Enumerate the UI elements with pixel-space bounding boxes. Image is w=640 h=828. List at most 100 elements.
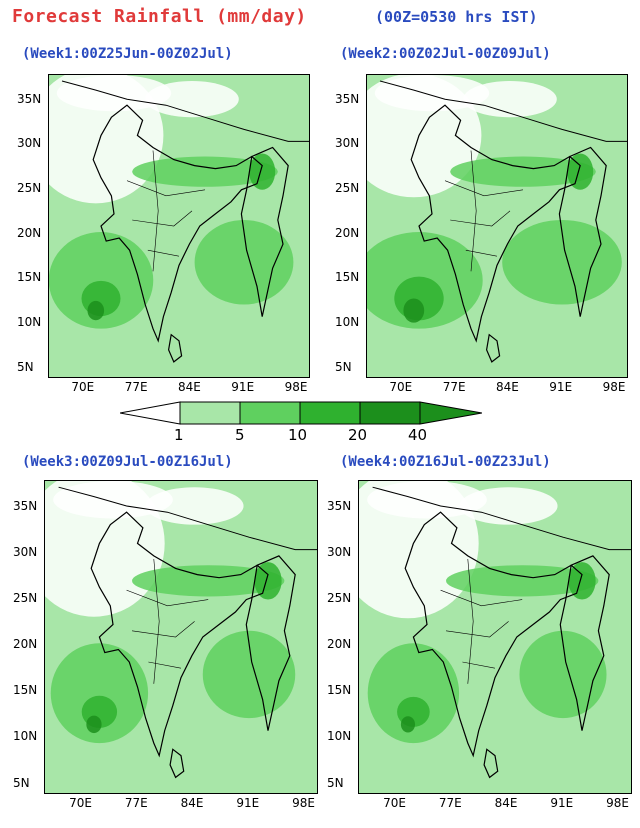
map-panel-week3: [44, 480, 318, 794]
dry-region-north: [374, 75, 490, 112]
boundary-myanmar: [559, 555, 610, 731]
rain-band-himalaya: [132, 156, 278, 187]
map-panel-week2: [366, 74, 628, 378]
colorbar-box-4: [359, 401, 421, 425]
colorbar-right-arrow: [419, 401, 483, 425]
state-boundary: [444, 180, 524, 197]
rain-band-himalaya: [132, 565, 285, 597]
colorbar-svg: [119, 401, 483, 425]
lon-tick-label: 84E: [180, 796, 204, 810]
lon-tick-label: 70E: [389, 380, 413, 394]
lat-tick-label: 10N: [17, 315, 42, 330]
lat-tick-label: 35N: [335, 91, 360, 106]
state-boundary: [153, 558, 160, 684]
rain-core-heavy: [403, 298, 425, 323]
lon-tick-label: 77E: [124, 796, 148, 810]
lat-tick-label: 10N: [327, 729, 352, 744]
lon-tick-label: 98E: [606, 796, 629, 810]
lat-tick-label: 20N: [335, 225, 360, 240]
colorbar-label-5: 5: [235, 426, 245, 444]
boundary-myanmar: [240, 146, 289, 317]
state-boundary: [132, 210, 193, 227]
state-boundary: [470, 150, 477, 272]
lat-tick-label: 30N: [327, 544, 352, 559]
lat-tick-label: 25N: [17, 181, 42, 196]
lat-tick-label: 35N: [327, 498, 352, 513]
rain-band-bay-of-bengal: [202, 630, 296, 719]
lon-tick-label: 84E: [496, 380, 519, 394]
boundary-north: [372, 486, 631, 551]
lon-tick-label: 84E: [178, 380, 201, 394]
boundary-sri-lanka: [483, 748, 499, 779]
boundary-india: [404, 511, 583, 758]
lat-tick-label: 10N: [335, 315, 360, 330]
map-week3: [45, 481, 317, 793]
colorbar-box-3: [299, 401, 361, 425]
boundary-north: [58, 486, 317, 551]
rain-band-bay-of-bengal: [194, 219, 294, 305]
rain-band-himalaya: [450, 156, 596, 187]
colorbar-label-1: 1: [174, 426, 184, 444]
rain-core-heavy: [400, 716, 416, 733]
lon-tick-label: 70E: [71, 380, 95, 394]
lat-tick-label: 10N: [13, 729, 38, 744]
panel-title-week3: (Week3:00Z09Jul-00Z16Jul): [22, 454, 233, 470]
state-boundary: [467, 558, 474, 684]
lon-tick-label: 91E: [236, 796, 260, 810]
lon-tick-label: 91E: [231, 380, 255, 394]
state-boundary: [131, 621, 195, 638]
state-boundary: [148, 661, 182, 669]
dry-region-north: [56, 75, 172, 112]
rain-core-northeast: [249, 153, 276, 190]
rain-core-heavy: [87, 300, 105, 321]
rain-band-bay-of-bengal: [502, 219, 622, 305]
lon-tick-label: 98E: [602, 380, 626, 394]
state-boundary: [450, 210, 511, 227]
boundary-north: [379, 80, 627, 142]
state-boundary: [465, 249, 498, 257]
rain-band-arabian-sea: [367, 643, 460, 744]
lat-tick-label: 20N: [17, 225, 42, 240]
colorbar-left-arrow: [119, 401, 181, 425]
panel-title-week1: (Week1:00Z25Jun-00Z02Jul): [22, 46, 233, 62]
panel-title-week4: (Week4:00Z16Jul-00Z23Jul): [340, 454, 551, 470]
rain-core-heavy: [86, 715, 102, 734]
panel-title-week2: (Week2:00Z02Jul-00Z09Jul): [340, 46, 551, 62]
rain-band-himalaya: [446, 565, 599, 597]
lon-tick-label: 77E: [442, 380, 466, 394]
lat-tick-label: 25N: [327, 590, 352, 605]
lat-tick-label: 25N: [335, 181, 360, 196]
lon-tick-label: 84E: [494, 796, 518, 810]
rain-core-northeast: [254, 562, 282, 600]
map-panel-week1: [48, 74, 310, 378]
lat-tick-label: 15N: [17, 270, 42, 285]
state-boundary: [462, 661, 496, 669]
state-boundary: [152, 150, 159, 272]
boundary-sri-lanka: [485, 333, 501, 363]
boundary-india: [410, 104, 581, 343]
lon-tick-label: 77E: [438, 796, 462, 810]
lat-tick-label: 5N: [335, 359, 352, 374]
lat-tick-label: 5N: [13, 775, 30, 790]
lat-tick-label: 15N: [335, 270, 360, 285]
lon-tick-label: 98E: [292, 796, 315, 810]
boundary-north: [61, 80, 309, 142]
colorbar: [119, 400, 483, 426]
map-week1: [49, 75, 309, 377]
lon-tick-label: 70E: [383, 796, 406, 810]
lat-tick-label: 15N: [13, 683, 38, 698]
lat-tick-label: 35N: [13, 498, 38, 513]
boundary-myanmar: [245, 555, 296, 731]
colorbar-box-1: [179, 401, 241, 425]
time-note: (00Z=0530 hrs IST): [375, 8, 538, 26]
rain-core-northeast: [568, 562, 596, 600]
lat-tick-label: 35N: [17, 91, 42, 106]
lat-tick-label: 30N: [13, 544, 38, 559]
dry-region-north: [53, 481, 173, 519]
lat-tick-label: 20N: [13, 637, 38, 652]
map-week4: [359, 481, 631, 793]
boundary-sri-lanka: [167, 333, 183, 363]
rain-band-arabian-sea: [49, 232, 154, 329]
state-boundary: [126, 589, 209, 607]
boundary-sri-lanka: [169, 748, 185, 779]
